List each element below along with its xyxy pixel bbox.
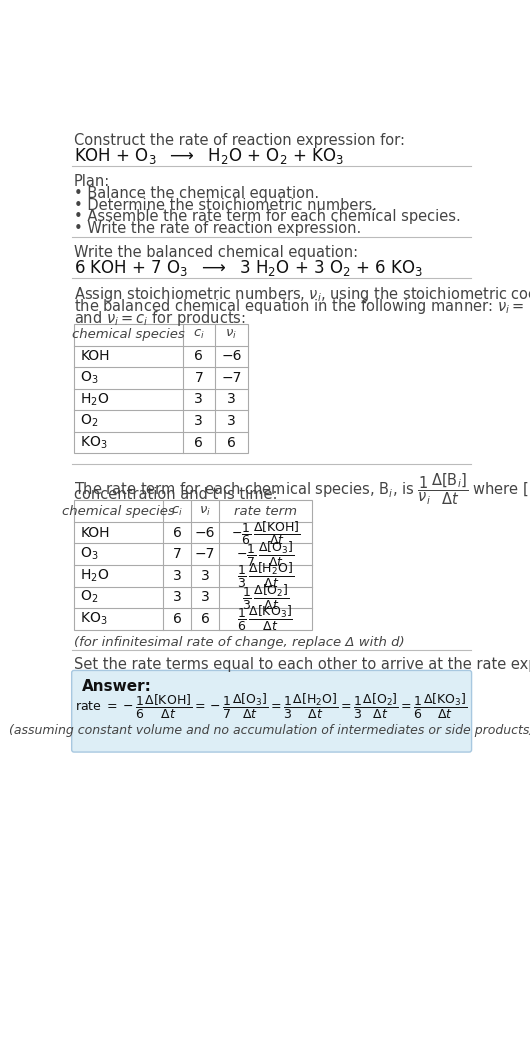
Text: The rate term for each chemical species, B$_i$, is $\dfrac{1}{\nu_i}\dfrac{\Delt: The rate term for each chemical species,… [74, 472, 530, 507]
Text: rate term: rate term [234, 504, 297, 518]
Text: −7: −7 [221, 371, 242, 385]
Text: 3: 3 [173, 590, 181, 604]
Text: concentration and t is time:: concentration and t is time: [74, 488, 278, 502]
Text: 6: 6 [173, 525, 181, 540]
Text: Write the balanced chemical equation:: Write the balanced chemical equation: [74, 244, 358, 260]
Text: $\dfrac{1}{3}\,\dfrac{\Delta[\mathrm{O_2}]}{\Delta t}$: $\dfrac{1}{3}\,\dfrac{\Delta[\mathrm{O_2… [242, 583, 289, 612]
Text: $-\dfrac{1}{7}\,\dfrac{\Delta[\mathrm{O_3}]}{\Delta t}$: $-\dfrac{1}{7}\,\dfrac{\Delta[\mathrm{O_… [236, 540, 295, 569]
Text: O$_3$: O$_3$ [80, 370, 99, 386]
Text: Construct the rate of reaction expression for:: Construct the rate of reaction expressio… [74, 133, 405, 148]
Text: 3: 3 [195, 393, 203, 406]
Text: KO$_3$: KO$_3$ [80, 611, 108, 627]
Text: O$_2$: O$_2$ [80, 589, 99, 606]
Text: $\nu_i$: $\nu_i$ [199, 504, 211, 518]
Text: 6 KOH + 7 O$_3$  $\longrightarrow$  3 H$_2$O + 3 O$_2$ + 6 KO$_3$: 6 KOH + 7 O$_3$ $\longrightarrow$ 3 H$_2… [74, 258, 423, 278]
Text: 6: 6 [195, 435, 203, 450]
Text: O$_2$: O$_2$ [80, 412, 99, 429]
Bar [74, 500, 312, 630]
Text: Assign stoichiometric numbers, $\nu_i$, using the stoichiometric coefficients, $: Assign stoichiometric numbers, $\nu_i$, … [74, 285, 530, 305]
Text: rate $= -\dfrac{1}{6}\dfrac{\Delta[\mathrm{KOH}]}{\Delta t}= -\dfrac{1}{7}\dfrac: rate $= -\dfrac{1}{6}\dfrac{\Delta[\math… [75, 692, 468, 721]
Text: Set the rate terms equal to each other to arrive at the rate expression:: Set the rate terms equal to each other t… [74, 658, 530, 672]
Text: −6: −6 [221, 350, 242, 363]
Text: KOH: KOH [80, 350, 110, 363]
Text: (assuming constant volume and no accumulation of intermediates or side products): (assuming constant volume and no accumul… [9, 723, 530, 737]
Text: 3: 3 [227, 393, 236, 406]
Text: 6: 6 [195, 350, 203, 363]
Text: $\dfrac{1}{3}\,\dfrac{\Delta[\mathrm{H_2O}]}{\Delta t}$: $\dfrac{1}{3}\,\dfrac{\Delta[\mathrm{H_2… [237, 562, 294, 590]
Text: • Determine the stoichiometric numbers.: • Determine the stoichiometric numbers. [74, 197, 377, 213]
Text: KOH: KOH [80, 525, 110, 540]
Text: Plan:: Plan: [74, 173, 110, 189]
Text: 3: 3 [200, 569, 209, 583]
Text: KOH + O$_3$  $\longrightarrow$  H$_2$O + O$_2$ + KO$_3$: KOH + O$_3$ $\longrightarrow$ H$_2$O + O… [74, 146, 344, 166]
Text: 6: 6 [227, 435, 236, 450]
Text: • Write the rate of reaction expression.: • Write the rate of reaction expression. [74, 220, 361, 236]
Text: −6: −6 [195, 525, 215, 540]
Text: O$_3$: O$_3$ [80, 546, 99, 563]
Text: −7: −7 [195, 547, 215, 562]
Text: 3: 3 [195, 414, 203, 428]
FancyBboxPatch shape [72, 670, 472, 752]
Text: the balanced chemical equation in the following manner: $\nu_i = -c_i$ for react: the balanced chemical equation in the fo… [74, 296, 530, 316]
Text: H$_2$O: H$_2$O [80, 392, 110, 407]
Text: 7: 7 [173, 547, 181, 562]
Text: $\dfrac{1}{6}\,\dfrac{\Delta[\mathrm{KO_3}]}{\Delta t}$: $\dfrac{1}{6}\,\dfrac{\Delta[\mathrm{KO_… [237, 604, 294, 634]
Text: (for infinitesimal rate of change, replace Δ with d): (for infinitesimal rate of change, repla… [74, 636, 404, 648]
Text: and $\nu_i = c_i$ for products:: and $\nu_i = c_i$ for products: [74, 309, 246, 328]
Text: 6: 6 [200, 612, 209, 625]
Text: 3: 3 [200, 590, 209, 604]
Text: 3: 3 [227, 414, 236, 428]
Text: $\nu_i$: $\nu_i$ [225, 328, 237, 341]
Text: • Balance the chemical equation.: • Balance the chemical equation. [74, 186, 319, 201]
Text: 3: 3 [173, 569, 181, 583]
Text: 7: 7 [195, 371, 203, 385]
Text: • Assemble the rate term for each chemical species.: • Assemble the rate term for each chemic… [74, 209, 461, 224]
Text: chemical species: chemical species [62, 504, 175, 518]
Text: H$_2$O: H$_2$O [80, 568, 110, 584]
Text: $-\dfrac{1}{6}\,\dfrac{\Delta[\mathrm{KOH}]}{\Delta t}$: $-\dfrac{1}{6}\,\dfrac{\Delta[\mathrm{KO… [231, 519, 301, 547]
Text: KO$_3$: KO$_3$ [80, 434, 108, 451]
Text: chemical species: chemical species [72, 328, 184, 341]
Text: $c_i$: $c_i$ [193, 328, 205, 341]
Text: Answer:: Answer: [82, 679, 152, 694]
Text: $c_i$: $c_i$ [171, 504, 183, 518]
Text: 6: 6 [173, 612, 181, 625]
Bar [74, 324, 248, 453]
